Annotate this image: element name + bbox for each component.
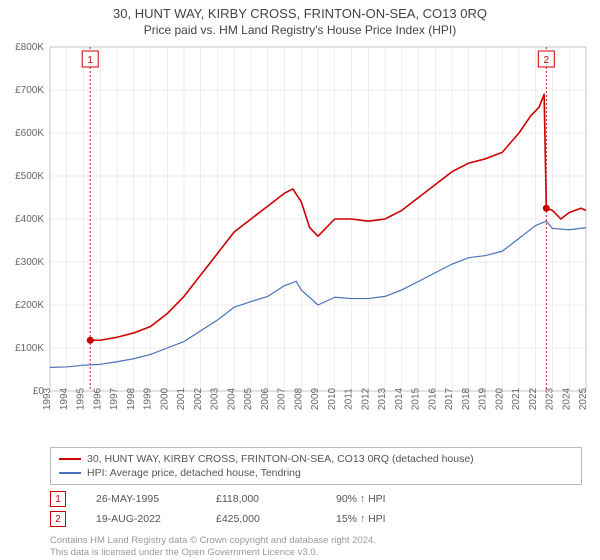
svg-text:2024: 2024 <box>561 387 572 410</box>
svg-text:2014: 2014 <box>394 387 405 410</box>
svg-text:2025: 2025 <box>578 387 589 410</box>
svg-text:2008: 2008 <box>293 387 304 410</box>
marker-table: 1 26-MAY-1995 £118,000 90% ↑ HPI 2 19-AU… <box>50 489 582 529</box>
marker-price: £118,000 <box>216 493 306 505</box>
svg-text:2018: 2018 <box>461 387 472 410</box>
legend: 30, HUNT WAY, KIRBY CROSS, FRINTON-ON-SE… <box>50 447 582 485</box>
svg-text:2011: 2011 <box>344 388 355 410</box>
marker-date: 26-MAY-1995 <box>96 493 186 505</box>
svg-text:£100K: £100K <box>15 343 44 354</box>
svg-text:2016: 2016 <box>427 387 438 410</box>
svg-text:1: 1 <box>87 55 93 66</box>
svg-text:2009: 2009 <box>310 387 321 410</box>
svg-text:1996: 1996 <box>92 387 103 410</box>
svg-text:1998: 1998 <box>126 387 137 410</box>
svg-text:2023: 2023 <box>545 387 556 410</box>
page-title: 30, HUNT WAY, KIRBY CROSS, FRINTON-ON-SE… <box>0 6 600 21</box>
legend-swatch <box>59 458 81 460</box>
marker-badge: 1 <box>50 491 66 507</box>
svg-text:2017: 2017 <box>444 387 455 410</box>
svg-text:2019: 2019 <box>478 387 489 410</box>
svg-text:1994: 1994 <box>59 387 70 410</box>
legend-item: 30, HUNT WAY, KIRBY CROSS, FRINTON-ON-SE… <box>59 452 573 466</box>
legend-label: 30, HUNT WAY, KIRBY CROSS, FRINTON-ON-SE… <box>87 453 474 465</box>
svg-text:£300K: £300K <box>15 257 44 268</box>
svg-text:£600K: £600K <box>15 128 44 139</box>
legend-label: HPI: Average price, detached house, Tend… <box>87 467 301 479</box>
legend-swatch <box>59 472 81 474</box>
page-subtitle: Price paid vs. HM Land Registry's House … <box>0 23 600 37</box>
marker-date: 19-AUG-2022 <box>96 513 186 525</box>
marker-row: 1 26-MAY-1995 £118,000 90% ↑ HPI <box>50 489 582 509</box>
marker-badge: 2 <box>50 511 66 527</box>
svg-text:2001: 2001 <box>176 387 187 410</box>
footer-line: This data is licensed under the Open Gov… <box>50 547 582 559</box>
svg-text:1997: 1997 <box>109 387 120 410</box>
marker-row: 2 19-AUG-2022 £425,000 15% ↑ HPI <box>50 509 582 529</box>
svg-text:2006: 2006 <box>260 387 271 410</box>
svg-text:2003: 2003 <box>210 387 221 410</box>
marker-price: £425,000 <box>216 513 306 525</box>
svg-text:2005: 2005 <box>243 387 254 410</box>
svg-text:1993: 1993 <box>42 387 53 410</box>
marker-delta: 15% ↑ HPI <box>336 513 426 525</box>
svg-text:2020: 2020 <box>494 387 505 410</box>
svg-text:2000: 2000 <box>159 387 170 410</box>
svg-text:2002: 2002 <box>193 387 204 410</box>
svg-text:2015: 2015 <box>411 387 422 410</box>
svg-text:2022: 2022 <box>528 387 539 410</box>
svg-text:£400K: £400K <box>15 214 44 225</box>
marker-delta: 90% ↑ HPI <box>336 493 426 505</box>
svg-text:2012: 2012 <box>360 387 371 410</box>
svg-text:2010: 2010 <box>327 387 338 410</box>
price-chart: £0£100K£200K£300K£400K£500K£600K£700K£80… <box>0 41 600 441</box>
svg-text:2007: 2007 <box>277 387 288 410</box>
footer: Contains HM Land Registry data © Crown c… <box>50 535 582 560</box>
svg-text:£500K: £500K <box>15 171 44 182</box>
footer-line: Contains HM Land Registry data © Crown c… <box>50 535 582 547</box>
svg-text:£700K: £700K <box>15 85 44 96</box>
legend-item: HPI: Average price, detached house, Tend… <box>59 466 573 480</box>
svg-text:2: 2 <box>544 55 550 66</box>
svg-text:£800K: £800K <box>15 42 44 53</box>
svg-text:2004: 2004 <box>226 387 237 410</box>
svg-text:£200K: £200K <box>15 300 44 311</box>
svg-text:1995: 1995 <box>76 387 87 410</box>
svg-text:2021: 2021 <box>511 387 522 410</box>
svg-text:1999: 1999 <box>143 387 154 410</box>
svg-text:2013: 2013 <box>377 387 388 410</box>
